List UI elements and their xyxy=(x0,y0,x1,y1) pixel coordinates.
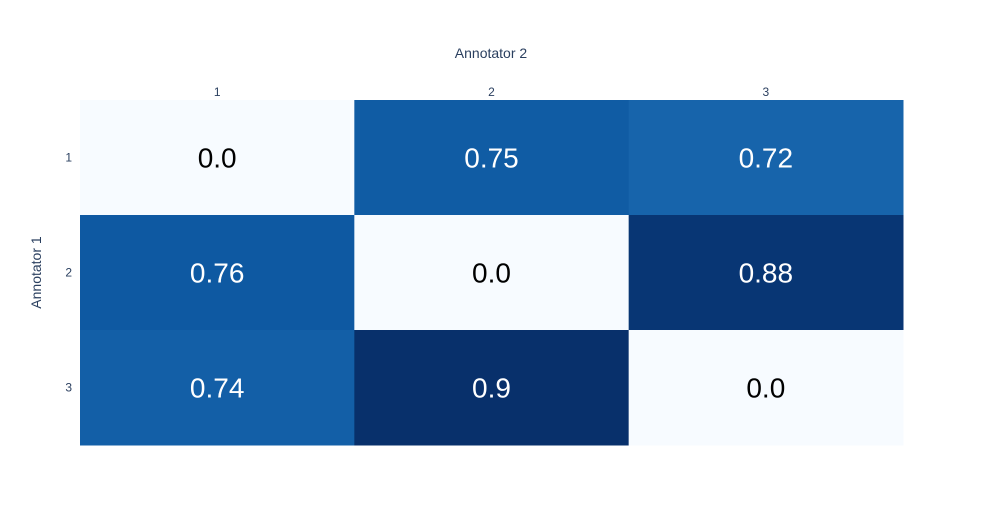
y-axis-ticks: 1 2 3 xyxy=(65,151,72,395)
x-tick-label: 2 xyxy=(488,85,495,99)
heatmap-cell xyxy=(628,330,904,446)
heatmap-cell xyxy=(354,100,630,216)
heatmap-cell xyxy=(80,100,355,216)
heatmap-cell xyxy=(80,215,355,331)
x-axis-title: Annotator 2 xyxy=(455,45,528,61)
heatmap-cells xyxy=(80,100,904,446)
x-tick-label: 1 xyxy=(214,85,221,99)
heatmap-cell xyxy=(80,330,355,446)
heatmap-cell xyxy=(628,215,904,331)
heatmap-cell-labels: 0.0 0.75 0.72 0.76 0.0 0.88 0.74 0.9 0.0 xyxy=(190,143,793,404)
heatmap-cell-label: 0.74 xyxy=(190,373,245,404)
y-tick-label: 1 xyxy=(65,151,72,165)
heatmap-cell-label: 0.72 xyxy=(739,143,794,174)
x-axis-ticks: 1 2 3 xyxy=(214,85,770,99)
x-tick-label: 3 xyxy=(762,85,769,99)
heatmap-cell xyxy=(354,330,630,446)
heatmap-cell xyxy=(628,100,904,216)
heatmap-cell-label: 0.0 xyxy=(472,258,511,289)
heatmap-cell xyxy=(354,215,630,331)
y-axis-title: Annotator 1 xyxy=(28,236,44,309)
y-tick-label: 2 xyxy=(65,266,72,280)
heatmap-cell-label: 0.0 xyxy=(746,373,785,404)
y-tick-label: 3 xyxy=(65,381,72,395)
heatmap-cell-label: 0.76 xyxy=(190,258,245,289)
heatmap-cell-label: 0.75 xyxy=(464,143,519,174)
heatmap-cell-label: 0.9 xyxy=(472,373,511,404)
heatmap-cell-label: 0.0 xyxy=(198,143,237,174)
heatmap-cell-label: 0.88 xyxy=(739,258,794,289)
